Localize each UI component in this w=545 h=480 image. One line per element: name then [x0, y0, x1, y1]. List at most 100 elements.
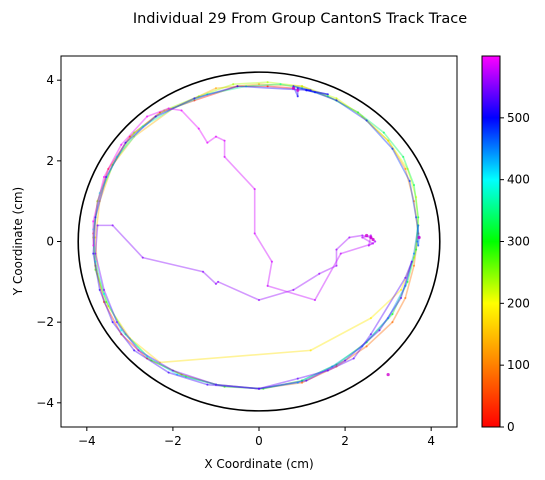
trace-point	[305, 89, 308, 92]
x-tick-label: 4	[427, 434, 435, 448]
trace-point	[150, 359, 153, 362]
colorbar: 0 100 200 300 400 500	[481, 55, 530, 434]
trace-segment	[111, 135, 135, 166]
trace-point	[96, 272, 99, 275]
trace-segment	[105, 141, 127, 178]
trace-segment	[137, 349, 174, 372]
trace-segment	[197, 127, 209, 144]
trace-segment	[94, 224, 99, 255]
trace-point	[158, 111, 162, 114]
trace-point	[214, 383, 218, 386]
trace-segment	[94, 200, 101, 239]
trace-segment	[141, 107, 174, 128]
trace-segment	[107, 305, 131, 340]
trace-point	[406, 280, 409, 283]
trace-segment	[387, 139, 407, 170]
trace-segment	[223, 156, 256, 190]
trace-point	[391, 312, 394, 316]
trace-segment	[103, 143, 123, 178]
trace-point	[296, 95, 299, 98]
trace-point	[201, 270, 205, 273]
trace-point	[348, 236, 351, 239]
trace-point	[305, 379, 308, 382]
trace-segment	[413, 232, 420, 267]
trace-point	[335, 365, 338, 368]
trace-point	[167, 107, 170, 110]
trace-point	[223, 139, 226, 142]
trace-point	[102, 288, 106, 291]
trace-point	[133, 349, 136, 352]
trace-segment	[133, 109, 166, 134]
trace-segment	[391, 281, 409, 315]
trace-segment	[327, 357, 355, 372]
trace-point	[96, 224, 99, 227]
trace-segment	[206, 135, 217, 144]
trace-point	[115, 321, 119, 324]
trace-point	[111, 224, 114, 227]
trace-segment	[387, 139, 409, 170]
colorbar-tick-label: 100	[507, 358, 530, 372]
trace-point	[214, 135, 218, 138]
trace-point	[180, 373, 183, 376]
trace-point	[292, 288, 295, 291]
trace-segment	[335, 97, 364, 118]
trace-point	[408, 179, 411, 183]
trace-segment	[361, 115, 389, 142]
trace-point	[171, 107, 175, 110]
trace-point	[92, 252, 95, 255]
trace-segment	[202, 270, 217, 285]
trace-point	[343, 359, 347, 362]
trace-segment	[335, 345, 368, 368]
trace-segment	[111, 131, 135, 166]
trace-point	[145, 357, 149, 360]
trace-segment	[279, 83, 303, 90]
trace-segment	[348, 234, 364, 239]
trace-segment	[154, 97, 196, 118]
trace-point	[236, 85, 239, 88]
trace-segment	[193, 85, 239, 102]
trace-point	[300, 87, 304, 90]
trace-point	[417, 216, 420, 219]
trace-segment	[92, 228, 97, 263]
trace-segment	[133, 107, 174, 138]
trace-point	[214, 282, 218, 285]
trace-point	[318, 272, 321, 275]
trace-point	[387, 139, 390, 142]
trace-point	[382, 131, 385, 134]
trace-point	[335, 248, 338, 251]
trace-segment	[116, 125, 144, 158]
trace-point	[92, 228, 95, 231]
trace-point	[206, 93, 209, 96]
trace-point	[94, 268, 97, 271]
trace-point	[154, 115, 157, 118]
trace-point	[404, 276, 407, 279]
trace-point	[305, 89, 308, 92]
trace-segment	[146, 357, 183, 376]
trace-point	[356, 111, 360, 114]
trace-segment	[129, 337, 161, 364]
trace-point	[133, 135, 136, 138]
trace-point	[361, 234, 364, 237]
trace-segment	[415, 196, 420, 227]
trace-segment	[98, 156, 118, 194]
trace-segment	[103, 289, 118, 323]
trace-point	[361, 115, 364, 118]
trace-segment	[404, 252, 415, 287]
trace-point	[120, 333, 123, 336]
trace-marker	[365, 233, 369, 238]
trace-point	[94, 264, 97, 267]
trace-segment	[367, 240, 377, 247]
trace-point	[102, 300, 106, 304]
trace-segment	[96, 272, 110, 307]
trace-segment	[301, 85, 338, 100]
trace-point	[124, 141, 127, 144]
trace-segment	[103, 301, 123, 336]
trace-segment	[133, 349, 170, 374]
trace-point	[262, 387, 265, 390]
trace-segment	[413, 224, 420, 259]
trace-marker	[386, 372, 390, 377]
trace-segment	[387, 285, 407, 319]
trace-segment	[129, 111, 161, 138]
trace-segment	[258, 289, 295, 301]
